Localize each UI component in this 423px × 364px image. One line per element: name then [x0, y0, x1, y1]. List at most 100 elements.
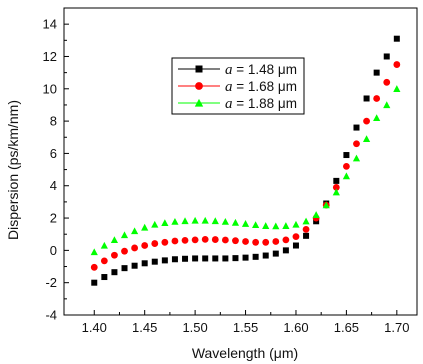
data-point — [383, 101, 391, 109]
data-point — [363, 95, 370, 102]
data-point — [292, 242, 299, 249]
data-point — [131, 244, 139, 252]
data-point — [221, 236, 229, 244]
data-point — [100, 241, 108, 249]
data-point — [292, 220, 300, 228]
data-point — [242, 238, 249, 245]
data-point — [363, 117, 370, 125]
x-axis-label: Wavelength (μm) — [192, 345, 298, 361]
y-tick-label: 2 — [50, 211, 57, 226]
series-triangle — [90, 85, 401, 256]
legend-label: a = 1.48 μm — [225, 62, 297, 78]
data-point — [332, 188, 340, 196]
x-tick-label: 1.60 — [283, 320, 308, 335]
data-point — [111, 269, 118, 276]
data-point — [121, 247, 128, 255]
data-point — [272, 238, 280, 245]
data-point — [161, 219, 169, 227]
data-point — [151, 220, 159, 228]
data-point — [262, 222, 270, 229]
legend-label: a = 1.68 μm — [225, 79, 297, 95]
data-point — [171, 237, 179, 245]
plot-frame — [63, 7, 418, 316]
data-point — [91, 279, 98, 286]
data-point — [302, 225, 310, 233]
data-point — [292, 233, 300, 241]
series-circle — [90, 61, 401, 271]
y-tick-label: 10 — [43, 81, 57, 96]
y-tick-label: -4 — [45, 308, 57, 323]
data-point — [202, 255, 209, 262]
data-point — [212, 255, 219, 262]
data-point — [242, 254, 249, 261]
data-point — [373, 114, 381, 122]
data-point — [322, 201, 330, 209]
data-point — [151, 258, 158, 265]
data-point — [141, 223, 149, 231]
data-point — [342, 172, 350, 180]
data-point — [282, 236, 290, 244]
data-point — [232, 255, 239, 262]
data-point — [272, 222, 280, 230]
data-point — [141, 260, 148, 267]
data-point — [171, 256, 178, 263]
data-point — [262, 252, 269, 259]
data-point — [252, 238, 260, 246]
data-point — [282, 222, 290, 229]
data-point — [252, 253, 259, 260]
legend-label: a = 1.88 μm — [225, 96, 297, 112]
data-point — [90, 263, 98, 271]
y-tick-label: 14 — [43, 17, 57, 32]
data-point — [383, 78, 391, 86]
data-point — [332, 183, 340, 191]
x-tick-label: 1.55 — [233, 320, 258, 335]
y-tick-label: 8 — [50, 114, 57, 129]
data-point — [201, 216, 209, 224]
data-point — [333, 177, 340, 184]
data-point — [262, 238, 270, 246]
data-point — [171, 217, 179, 225]
data-point — [181, 217, 189, 225]
data-point — [362, 135, 371, 143]
data-point — [181, 236, 189, 244]
legend-marker — [194, 98, 204, 107]
x-tick-label: 1.50 — [182, 320, 207, 335]
data-point — [302, 217, 310, 225]
series-square — [91, 35, 400, 286]
data-point — [221, 217, 229, 225]
data-point — [182, 255, 189, 262]
data-point — [282, 247, 289, 254]
data-point — [151, 240, 159, 247]
legend-marker — [195, 82, 203, 90]
data-point — [241, 220, 250, 227]
data-point — [393, 61, 401, 68]
data-point — [252, 221, 260, 228]
x-tick-label: 1.40 — [82, 320, 107, 335]
data-point — [231, 218, 240, 226]
data-point — [343, 162, 350, 170]
data-point — [120, 231, 129, 239]
data-point — [192, 255, 199, 262]
data-point — [353, 124, 360, 131]
x-tick-label: 1.70 — [384, 320, 409, 335]
data-point — [191, 216, 199, 224]
data-point — [161, 238, 169, 246]
data-point — [161, 257, 168, 264]
data-point — [343, 152, 350, 159]
data-point — [100, 257, 108, 265]
data-point — [393, 85, 401, 92]
data-point — [211, 217, 219, 225]
y-tick-label: 4 — [50, 178, 57, 193]
data-point — [312, 211, 320, 218]
data-point — [373, 95, 381, 102]
y-tick-label: 0 — [50, 243, 57, 258]
data-point — [141, 242, 149, 249]
data-point — [211, 236, 219, 243]
data-point — [272, 250, 279, 257]
data-point — [352, 154, 361, 162]
data-point — [353, 140, 360, 148]
y-tick-label: 12 — [43, 49, 57, 64]
data-point — [191, 236, 199, 244]
data-point — [222, 255, 229, 262]
